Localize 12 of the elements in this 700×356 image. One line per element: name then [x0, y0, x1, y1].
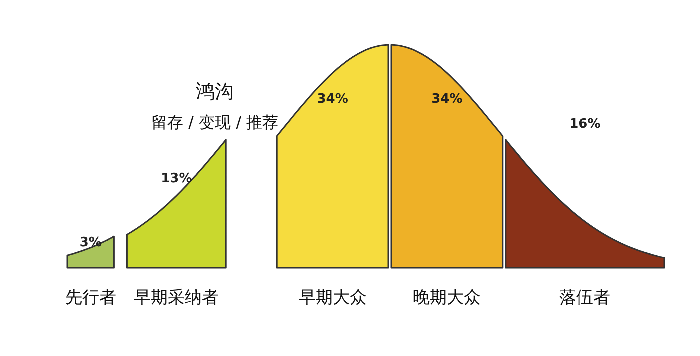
category-label: 先行者: [65, 288, 116, 308]
data-label: 13%: [161, 171, 192, 186]
category-label: 早期采纳者: [134, 288, 220, 308]
data-label: 34%: [317, 92, 348, 108]
category-label: 晚期大众: [413, 288, 482, 308]
text: 鸿沟: [196, 81, 234, 103]
category-label: 落伍者: [560, 288, 611, 308]
data-label: 16%: [570, 116, 601, 132]
data-label: 3%: [80, 235, 102, 250]
data-label: 34%: [432, 92, 463, 108]
category-label: 早期大众: [298, 288, 367, 308]
text: 留存 / 变现 / 推荐: [151, 113, 279, 132]
